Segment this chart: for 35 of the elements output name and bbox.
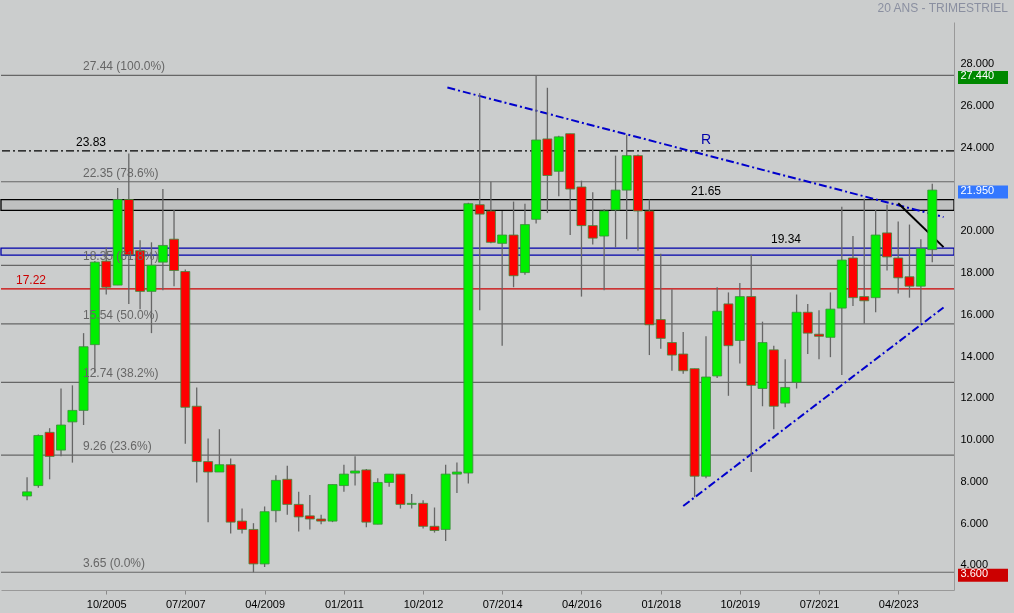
- y-tick-label: 12.000: [960, 391, 995, 404]
- candlestick: [22, 476, 32, 501]
- x-tick-label: 04/2023: [878, 597, 919, 610]
- x-tick-label: 10/2005: [86, 597, 127, 610]
- y-tick-label: 14.000: [960, 349, 995, 362]
- x-tick-label: 01/2018: [641, 597, 682, 610]
- x-tick-label: 07/2007: [165, 597, 206, 610]
- ref-line-label: 3.65 (0.0%): [83, 556, 146, 571]
- x-tick-label: 10/2012: [403, 597, 444, 610]
- y-tick-label: 26.000: [960, 99, 995, 112]
- y-tick-label: 6.000: [960, 516, 989, 529]
- x-tick-label: 10/2019: [720, 597, 761, 610]
- x-tick-label: 04/2016: [562, 597, 602, 610]
- band-label: 21.65: [691, 183, 722, 198]
- x-tick-label: 07/2021: [799, 597, 840, 610]
- y-tick-label: 21.950: [960, 183, 995, 196]
- y-tick-label: 24.000: [960, 140, 995, 153]
- x-tick-label: 01/2011: [324, 597, 364, 610]
- ref-line-label: 23.83: [76, 134, 107, 149]
- y-tick-label: 27.440: [960, 68, 995, 81]
- y-tick-label: 20.000: [960, 224, 995, 237]
- y-tick-label: 8.000: [960, 474, 989, 487]
- annotation: R: [700, 131, 712, 147]
- y-tick-label: 18.000: [960, 266, 995, 279]
- chart-subtitle: 20 ANS - TRIMESTRIEL: [877, 1, 1009, 16]
- ref-line-label: 9.26 (23.6%): [83, 439, 152, 454]
- y-tick-label: 16.000: [960, 307, 995, 320]
- y-tick-label: 4.000: [960, 558, 989, 571]
- ref-line-label: 27.44 (100.0%): [83, 59, 166, 74]
- y-tick-label: 28.000: [960, 57, 995, 70]
- x-tick-label: 07/2014: [482, 597, 523, 610]
- band-label: 19.34: [771, 232, 802, 247]
- y-tick-label: 10.000: [960, 433, 995, 446]
- ref-line-label: 17.22: [16, 272, 47, 287]
- x-tick-label: 04/2009: [245, 597, 285, 610]
